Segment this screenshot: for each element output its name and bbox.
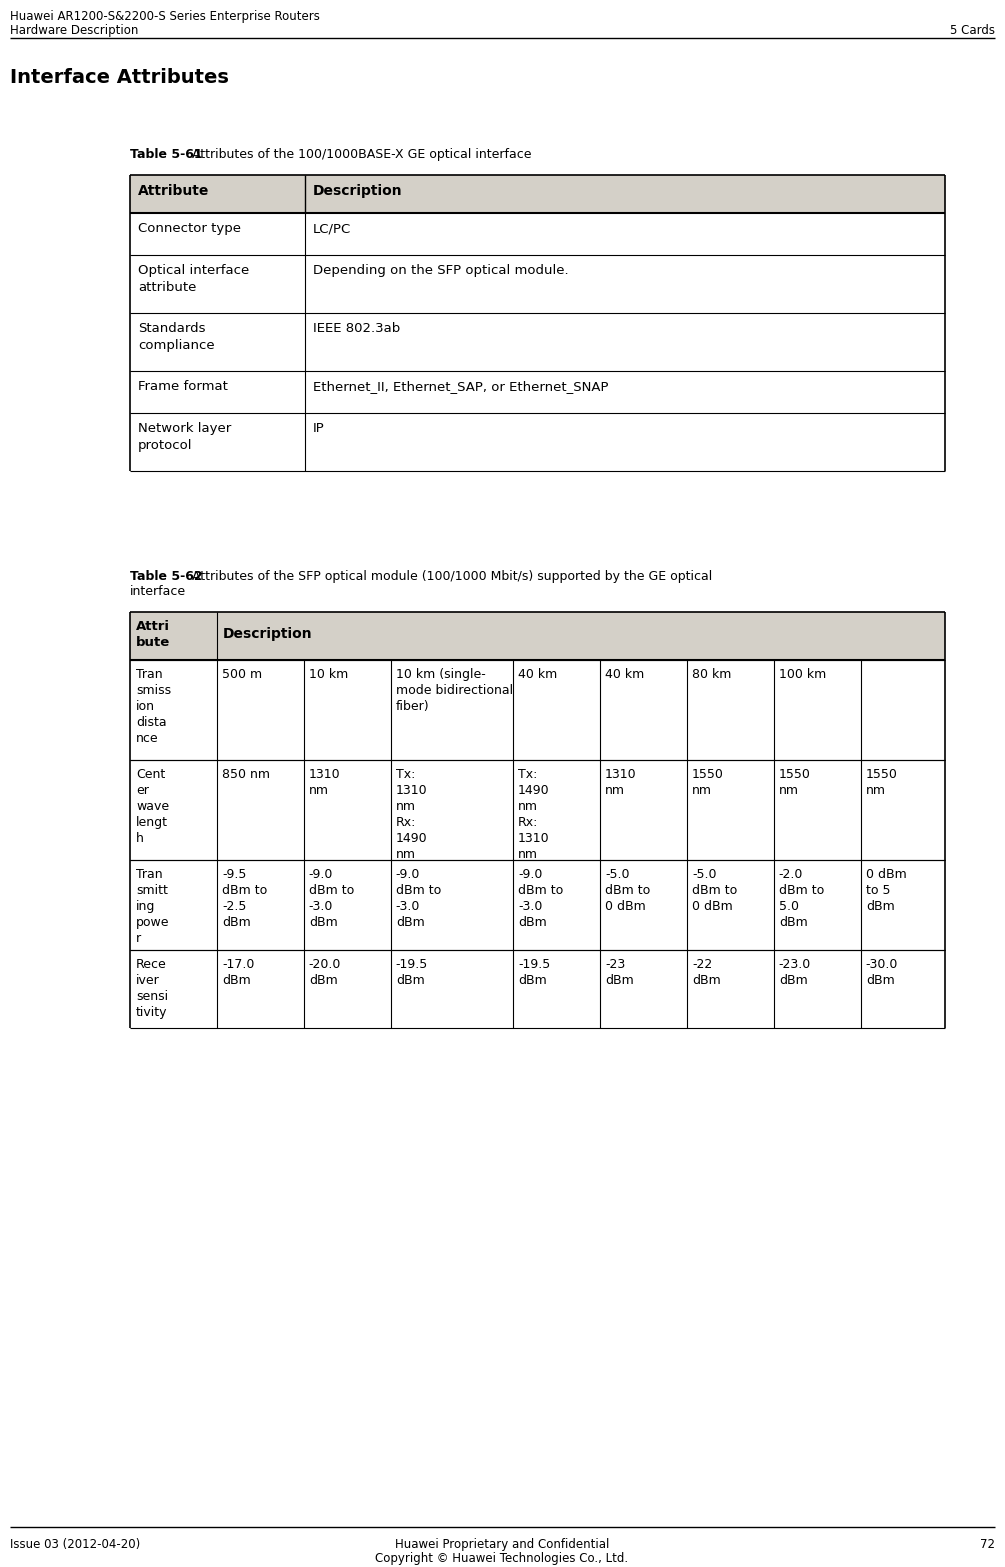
Text: -5.0
dBm to
0 dBm: -5.0 dBm to 0 dBm — [605, 868, 650, 914]
Text: Tran
smitt
ing
powe
r: Tran smitt ing powe r — [136, 868, 170, 945]
Text: IEEE 802.3ab: IEEE 802.3ab — [313, 321, 400, 335]
Text: -5.0
dBm to
0 dBm: -5.0 dBm to 0 dBm — [691, 868, 737, 914]
Text: Attributes of the 100/1000BASE-X GE optical interface: Attributes of the 100/1000BASE-X GE opti… — [188, 147, 532, 161]
Text: Description: Description — [223, 627, 313, 641]
Text: 850 nm: 850 nm — [222, 768, 270, 780]
Text: 1310
nm: 1310 nm — [309, 768, 341, 798]
Text: Table 5-62: Table 5-62 — [130, 570, 203, 583]
Text: 1550
nm: 1550 nm — [691, 768, 724, 798]
Text: Issue 03 (2012-04-20): Issue 03 (2012-04-20) — [10, 1537, 141, 1551]
Text: 40 km: 40 km — [605, 668, 644, 682]
Text: IP: IP — [313, 422, 325, 436]
Text: Optical interface
attribute: Optical interface attribute — [138, 263, 249, 295]
Text: 80 km: 80 km — [691, 668, 732, 682]
Text: Huawei AR1200-S&2200-S Series Enterprise Routers: Huawei AR1200-S&2200-S Series Enterprise… — [10, 9, 320, 24]
Text: 10 km (single-
mode bidirectional
fiber): 10 km (single- mode bidirectional fiber) — [396, 668, 513, 713]
Text: 1550
nm: 1550 nm — [865, 768, 897, 798]
Text: Huawei Proprietary and Confidential: Huawei Proprietary and Confidential — [395, 1537, 609, 1551]
Text: Standards
compliance: Standards compliance — [138, 321, 215, 353]
Text: Table 5-61: Table 5-61 — [130, 147, 203, 161]
Text: Hardware Description: Hardware Description — [10, 24, 139, 38]
Text: -19.5
dBm: -19.5 dBm — [396, 957, 428, 987]
Text: -2.0
dBm to
5.0
dBm: -2.0 dBm to 5.0 dBm — [779, 868, 824, 929]
Text: 100 km: 100 km — [779, 668, 826, 682]
Text: -30.0
dBm: -30.0 dBm — [865, 957, 898, 987]
Text: Tran
smiss
ion
dista
nce: Tran smiss ion dista nce — [136, 668, 171, 744]
Text: -23
dBm: -23 dBm — [605, 957, 634, 987]
Text: -20.0
dBm: -20.0 dBm — [309, 957, 342, 987]
Text: 500 m: 500 m — [222, 668, 262, 682]
Text: -9.0
dBm to
-3.0
dBm: -9.0 dBm to -3.0 dBm — [309, 868, 354, 929]
Text: -22
dBm: -22 dBm — [691, 957, 721, 987]
Text: 5 Cards: 5 Cards — [950, 24, 995, 38]
Text: Copyright © Huawei Technologies Co., Ltd.: Copyright © Huawei Technologies Co., Ltd… — [376, 1551, 628, 1565]
Text: Depending on the SFP optical module.: Depending on the SFP optical module. — [313, 263, 569, 277]
Text: Rece
iver
sensi
tivity: Rece iver sensi tivity — [136, 957, 168, 1019]
Bar — [130, 176, 945, 213]
Text: 72: 72 — [980, 1537, 995, 1551]
Text: 1310
nm: 1310 nm — [605, 768, 636, 798]
Text: Interface Attributes: Interface Attributes — [10, 67, 229, 88]
Text: Attri
bute: Attri bute — [136, 621, 170, 649]
Text: interface: interface — [130, 584, 186, 599]
Text: -19.5
dBm: -19.5 dBm — [518, 957, 551, 987]
Text: Cent
er
wave
lengt
h: Cent er wave lengt h — [136, 768, 169, 845]
Text: Attributes of the SFP optical module (100/1000 Mbit/s) supported by the GE optic: Attributes of the SFP optical module (10… — [188, 570, 713, 583]
Text: Tx:
1490
nm
Rx:
1310
nm: Tx: 1490 nm Rx: 1310 nm — [518, 768, 550, 860]
Text: Frame format: Frame format — [138, 381, 228, 393]
Text: Attribute: Attribute — [138, 183, 209, 197]
Text: 0 dBm
to 5
dBm: 0 dBm to 5 dBm — [865, 868, 907, 914]
Bar — [130, 613, 945, 660]
Text: -17.0
dBm: -17.0 dBm — [222, 957, 254, 987]
Text: 10 km: 10 km — [309, 668, 348, 682]
Text: Ethernet_II, Ethernet_SAP, or Ethernet_SNAP: Ethernet_II, Ethernet_SAP, or Ethernet_S… — [313, 381, 608, 393]
Text: 40 km: 40 km — [518, 668, 558, 682]
Text: -9.5
dBm to
-2.5
dBm: -9.5 dBm to -2.5 dBm — [222, 868, 267, 929]
Text: LC/PC: LC/PC — [313, 223, 352, 235]
Text: -23.0
dBm: -23.0 dBm — [779, 957, 811, 987]
Text: Description: Description — [313, 183, 403, 197]
Text: Network layer
protocol: Network layer protocol — [138, 422, 231, 451]
Text: Tx:
1310
nm
Rx:
1490
nm: Tx: 1310 nm Rx: 1490 nm — [396, 768, 427, 860]
Text: 1550
nm: 1550 nm — [779, 768, 811, 798]
Text: Connector type: Connector type — [138, 223, 241, 235]
Text: -9.0
dBm to
-3.0
dBm: -9.0 dBm to -3.0 dBm — [396, 868, 441, 929]
Text: -9.0
dBm to
-3.0
dBm: -9.0 dBm to -3.0 dBm — [518, 868, 563, 929]
